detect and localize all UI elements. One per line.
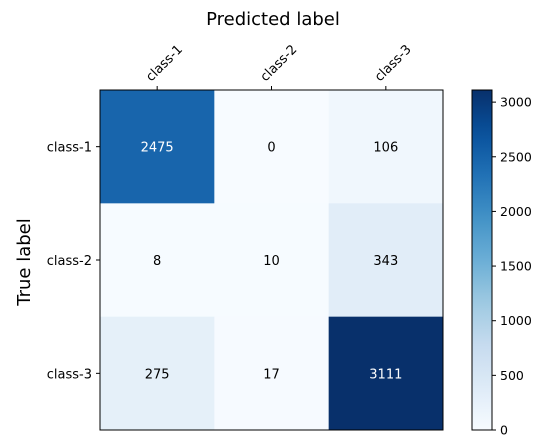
colorbar-tick-label: 2000: [500, 204, 532, 219]
cell-value-label: 106: [373, 141, 398, 156]
cell-value-label: 8: [153, 254, 161, 269]
heatmap-cell: [328, 316, 444, 431]
cell-value-label: 0: [267, 141, 275, 156]
plot-frame: [99, 89, 444, 431]
y-axis-ticks: class-1 class-2 class-3: [47, 141, 100, 382]
cell-value-label: 275: [145, 367, 170, 382]
heatmap-cell: [100, 203, 215, 318]
x-axis-ticks: class-1 class-2 class-3: [143, 42, 415, 90]
cell-value-label: 17: [263, 367, 280, 382]
y-tick-label: class-1: [47, 141, 92, 156]
heatmap-cell: [328, 203, 444, 318]
heatmap-cell: [328, 90, 444, 204]
chart-title: Predicted label: [206, 9, 340, 30]
colorbar-tick-label: 1500: [500, 259, 532, 274]
heatmap-cell: [214, 90, 330, 204]
heatmap-cell: [100, 90, 215, 204]
heatmap-cell: [214, 203, 330, 318]
colorbar: 0 500 1000 1500 2000 2500 3000: [471, 89, 532, 438]
colorbar-gradient: [471, 89, 493, 431]
cell-value-label: 10: [263, 254, 280, 269]
y-axis-label: True label: [14, 218, 35, 307]
colorbar-tick-label: 500: [500, 368, 524, 383]
colorbar-tick-label: 1000: [500, 313, 532, 328]
cell-value-label: 2475: [141, 141, 174, 156]
y-tick-label: class-3: [47, 367, 92, 382]
x-tick-label: class-2: [258, 42, 301, 85]
x-tick-label: class-1: [143, 42, 186, 85]
cell-value-label: 343: [373, 254, 398, 269]
colorbar-tick-label: 0: [500, 423, 508, 438]
x-tick-label: class-3: [372, 42, 415, 85]
colorbar-tick-label: 2500: [500, 149, 532, 164]
colorbar-tick-label: 3000: [500, 95, 532, 110]
heatmap-cell: [214, 316, 330, 431]
cell-value-label: 3111: [369, 367, 402, 382]
heatmap-cells: 2475 0 106 8 10 343 275 17 3111: [100, 90, 444, 431]
y-tick-label: class-2: [47, 254, 92, 269]
heatmap-cell: [100, 316, 215, 431]
